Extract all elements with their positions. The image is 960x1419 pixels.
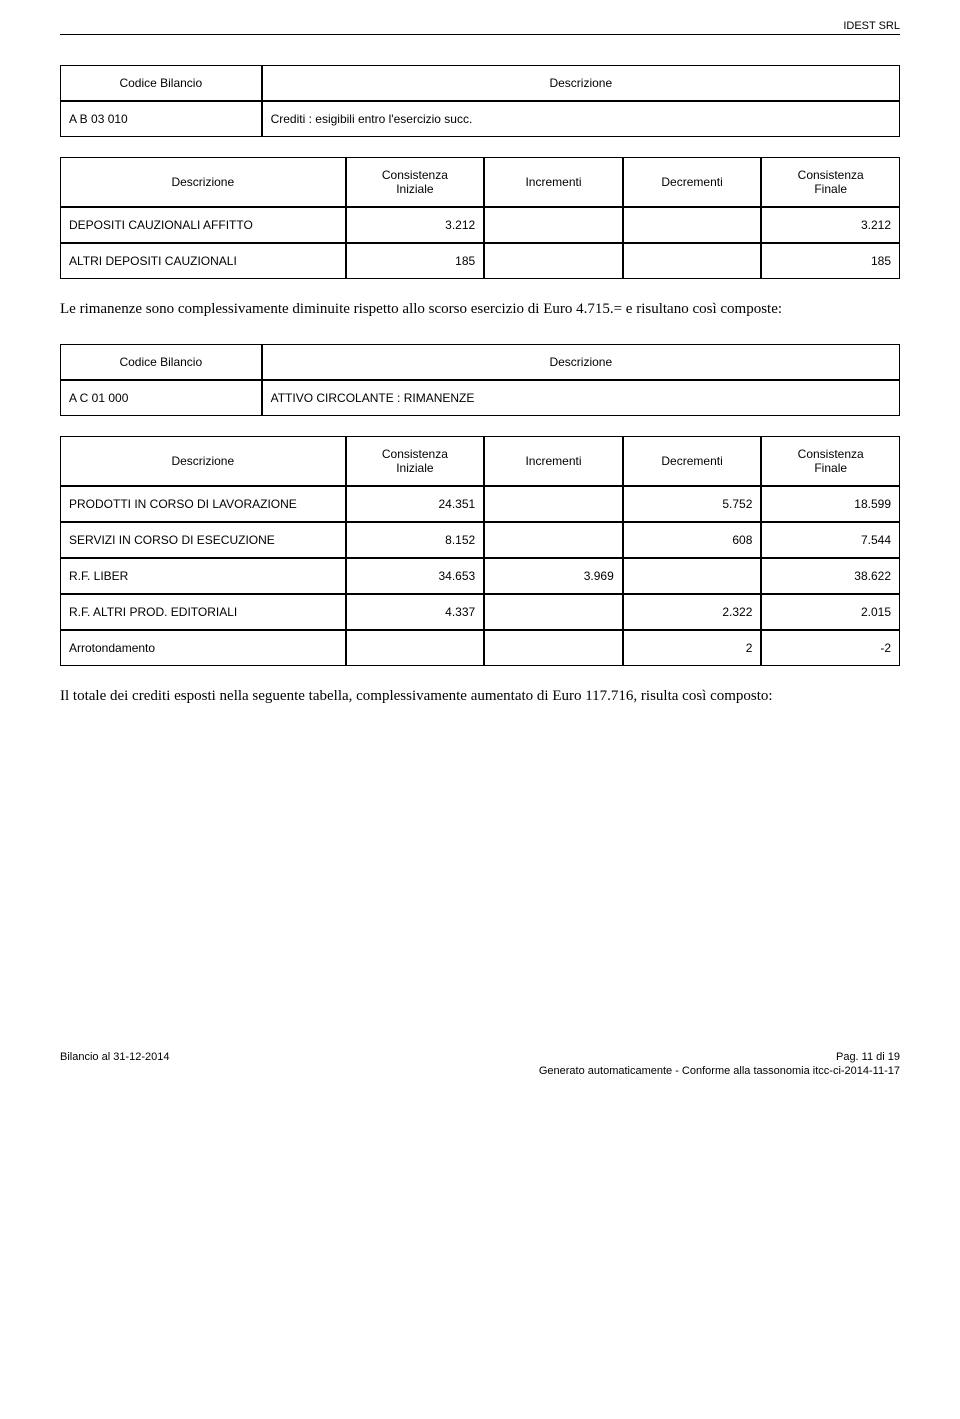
footer-left: Bilancio al 31-12-2014 bbox=[60, 1051, 169, 1077]
cell: 38.622 bbox=[761, 558, 900, 594]
t2-sub-incr: Incrementi bbox=[484, 436, 623, 486]
cell bbox=[346, 630, 485, 666]
cell: 185 bbox=[761, 243, 900, 279]
cell: 185 bbox=[346, 243, 485, 279]
t2-sub-desc: Descrizione bbox=[60, 436, 346, 486]
cell: DEPOSITI CAUZIONALI AFFITTO bbox=[60, 207, 346, 243]
t1-sub-decr: Decrementi bbox=[623, 157, 762, 207]
cell: 8.152 bbox=[346, 522, 485, 558]
cell: 34.653 bbox=[346, 558, 485, 594]
cell: PRODOTTI IN CORSO DI LAVORAZIONE bbox=[60, 486, 346, 522]
cell bbox=[484, 486, 623, 522]
cell: 5.752 bbox=[623, 486, 762, 522]
cell bbox=[484, 207, 623, 243]
t1-code: A B 03 010 bbox=[60, 101, 262, 137]
cell: 2 bbox=[623, 630, 762, 666]
table-row: DEPOSITI CAUZIONALI AFFITTO 3.212 3.212 bbox=[60, 207, 900, 243]
table-row: SERVIZI IN CORSO DI ESECUZIONE 8.152 608… bbox=[60, 522, 900, 558]
cell: ALTRI DEPOSITI CAUZIONALI bbox=[60, 243, 346, 279]
footer-generated: Generato automaticamente - Conforme alla… bbox=[539, 1065, 900, 1077]
t1-sub-desc: Descrizione bbox=[60, 157, 346, 207]
table-row: PRODOTTI IN CORSO DI LAVORAZIONE 24.351 … bbox=[60, 486, 900, 522]
company-header: IDEST SRL bbox=[60, 20, 900, 35]
t2-col-descrizione: Descrizione bbox=[262, 344, 900, 380]
table1-data: Descrizione Consistenza Iniziale Increme… bbox=[60, 157, 900, 279]
t2-sub-iniz: Consistenza Iniziale bbox=[346, 436, 485, 486]
t2-desc: ATTIVO CIRCOLANTE : RIMANENZE bbox=[262, 380, 900, 416]
t1-col-descrizione: Descrizione bbox=[262, 65, 900, 101]
cell: R.F. LIBER bbox=[60, 558, 346, 594]
cell: 2.322 bbox=[623, 594, 762, 630]
t2-sub-decr: Decrementi bbox=[623, 436, 762, 486]
cell: SERVIZI IN CORSO DI ESECUZIONE bbox=[60, 522, 346, 558]
t2-code: A C 01 000 bbox=[60, 380, 262, 416]
cell: -2 bbox=[761, 630, 900, 666]
footer-page: Pag. 11 di 19 bbox=[539, 1051, 900, 1063]
t1-sub-fin: Consistenza Finale bbox=[761, 157, 900, 207]
cell bbox=[623, 207, 762, 243]
cell: 24.351 bbox=[346, 486, 485, 522]
cell: R.F. ALTRI PROD. EDITORIALI bbox=[60, 594, 346, 630]
t2-sub-fin: Consistenza Finale bbox=[761, 436, 900, 486]
table-row: R.F. LIBER 34.653 3.969 38.622 bbox=[60, 558, 900, 594]
cell bbox=[623, 558, 762, 594]
table-row: ALTRI DEPOSITI CAUZIONALI 185 185 bbox=[60, 243, 900, 279]
cell bbox=[484, 243, 623, 279]
cell: 3.212 bbox=[761, 207, 900, 243]
cell bbox=[484, 522, 623, 558]
paragraph-1: Le rimanenze sono complessivamente dimin… bbox=[60, 299, 900, 320]
t2-col-codice: Codice Bilancio bbox=[60, 344, 262, 380]
table-row: R.F. ALTRI PROD. EDITORIALI 4.337 2.322 … bbox=[60, 594, 900, 630]
t1-col-codice: Codice Bilancio bbox=[60, 65, 262, 101]
cell bbox=[484, 630, 623, 666]
cell: 3.212 bbox=[346, 207, 485, 243]
table1-header: Codice Bilancio Descrizione A B 03 010 C… bbox=[60, 65, 900, 137]
cell: 2.015 bbox=[761, 594, 900, 630]
cell: 3.969 bbox=[484, 558, 623, 594]
cell: 18.599 bbox=[761, 486, 900, 522]
cell bbox=[623, 243, 762, 279]
cell: Arrotondamento bbox=[60, 630, 346, 666]
cell: 4.337 bbox=[346, 594, 485, 630]
table2-header: Codice Bilancio Descrizione A C 01 000 A… bbox=[60, 344, 900, 416]
table-row: Arrotondamento 2 -2 bbox=[60, 630, 900, 666]
cell: 608 bbox=[623, 522, 762, 558]
t1-sub-incr: Incrementi bbox=[484, 157, 623, 207]
paragraph-2: Il totale dei crediti esposti nella segu… bbox=[60, 686, 900, 707]
t1-sub-iniz: Consistenza Iniziale bbox=[346, 157, 485, 207]
t1-desc: Crediti : esigibili entro l'esercizio su… bbox=[262, 101, 900, 137]
table2-data: Descrizione Consistenza Iniziale Increme… bbox=[60, 436, 900, 666]
cell: 7.544 bbox=[761, 522, 900, 558]
page-footer: Bilancio al 31-12-2014 Pag. 11 di 19 Gen… bbox=[0, 1051, 960, 1077]
cell bbox=[484, 594, 623, 630]
